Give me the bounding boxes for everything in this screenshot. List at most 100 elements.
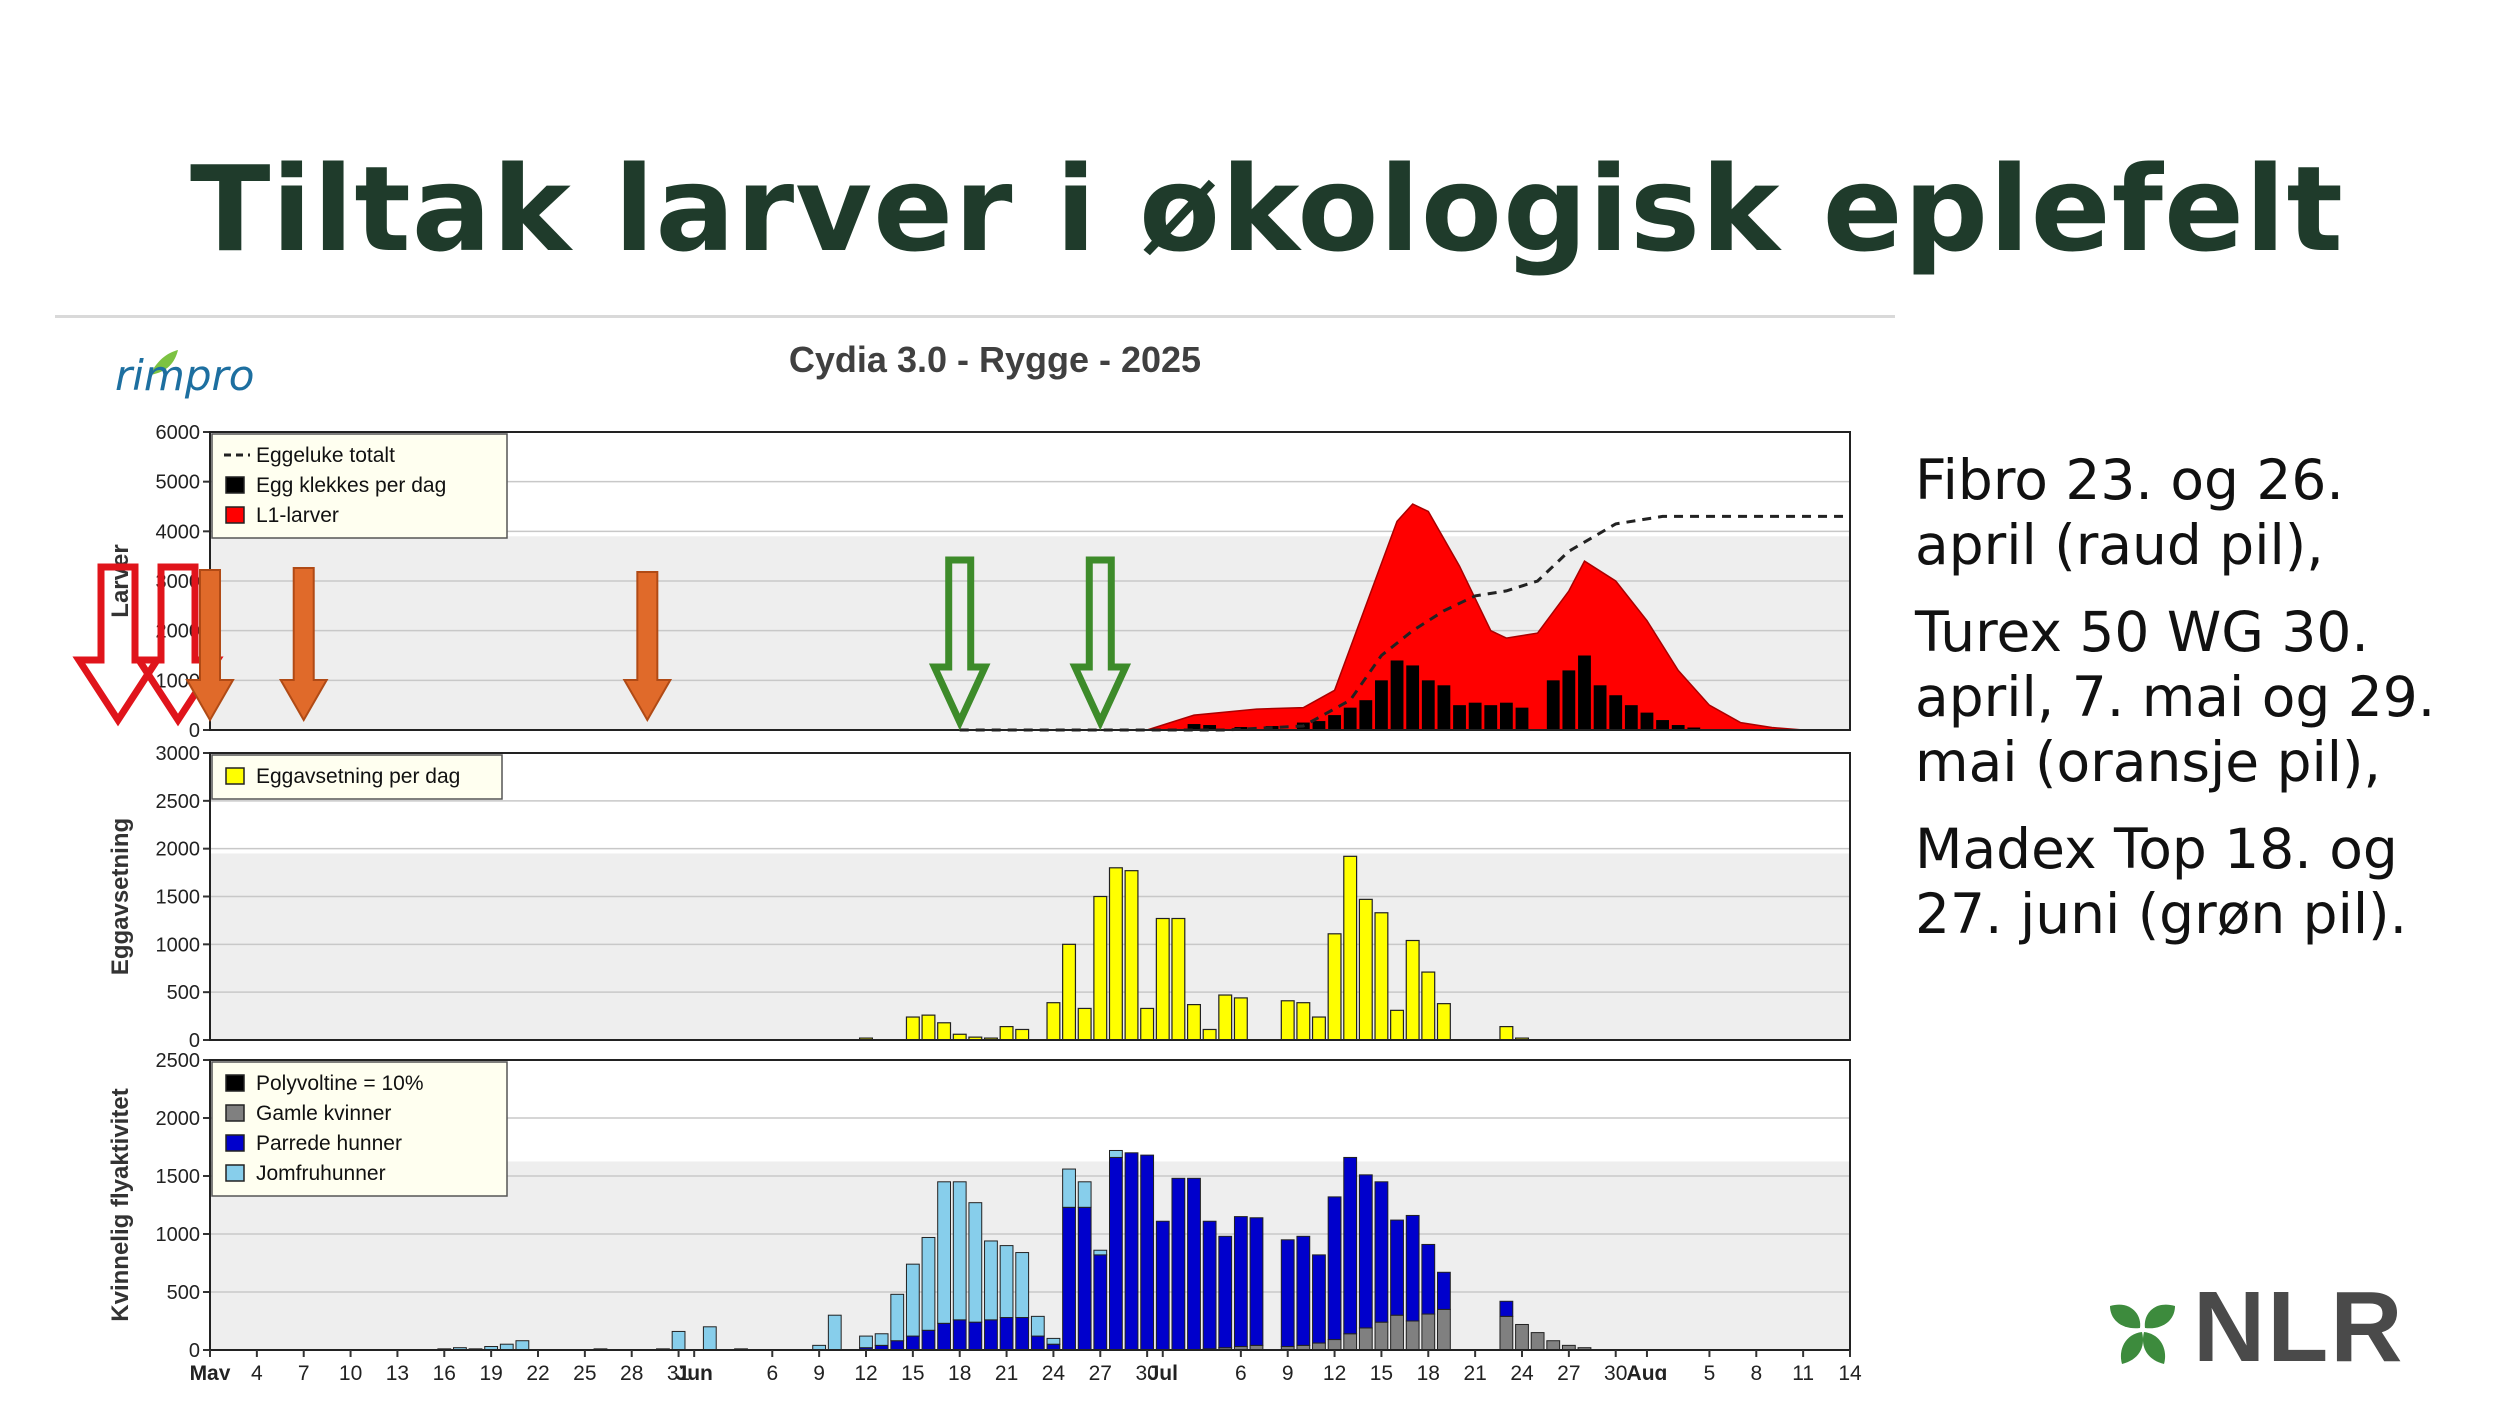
egg-hatch-bar	[1312, 721, 1326, 730]
y-tick-label: 1500	[156, 1166, 201, 1188]
y-tick-label: 5000	[156, 472, 201, 494]
virgin-female-bar	[999, 1245, 1014, 1319]
legend-label: Polyvoltine = 10%	[256, 1072, 424, 1095]
virgin-female-bar	[890, 1293, 905, 1342]
egg-hatch-bar	[1687, 727, 1701, 730]
legend-label: Parrede hunner	[256, 1132, 402, 1155]
mated-female-bar	[1312, 1254, 1326, 1344]
x-tick-label: 24	[1510, 1362, 1534, 1380]
x-tick-label: 12	[1323, 1362, 1346, 1380]
virgin-female-bar	[859, 1335, 873, 1349]
mated-female-bar	[1140, 1154, 1155, 1351]
old-female-bar	[1312, 1342, 1326, 1351]
plot-frame	[209, 752, 1851, 1041]
legend-label: Gamle kvinner	[256, 1102, 391, 1125]
y-tick-label: 4000	[156, 521, 201, 543]
y-tick-label: 3000	[156, 743, 201, 765]
virgin-female-bar	[1109, 1149, 1123, 1158]
y-tick-label: 500	[167, 1282, 200, 1304]
old-female-bar	[1327, 1339, 1342, 1351]
mated-female-bar	[1171, 1177, 1186, 1351]
mated-female-bar	[1109, 1156, 1123, 1351]
egg-hatch-bar	[1640, 712, 1654, 730]
y-tick-label: 2000	[156, 1108, 201, 1130]
legend-swatch	[225, 767, 245, 785]
legend-swatch	[225, 1104, 245, 1122]
egg-laying-bar	[1233, 997, 1248, 1041]
mated-female-bar	[921, 1329, 936, 1351]
mated-female-bar	[1202, 1220, 1217, 1350]
treatment-notes: Fibro 23. og 26. april (raud pil), Turex…	[1915, 448, 2475, 969]
egg-hatch-bar	[1234, 727, 1248, 730]
legend-box	[211, 754, 503, 800]
egg-laying-bar	[1140, 1007, 1155, 1041]
mated-female-bar	[1093, 1254, 1108, 1351]
legend-label: L1-larver	[256, 504, 339, 527]
egg-hatch-bar	[1437, 685, 1451, 730]
legend-label: Eggeluke totalt	[256, 444, 395, 467]
legend-label: Jomfruhunner	[256, 1162, 386, 1185]
x-tick-label: 13	[386, 1362, 409, 1380]
mated-female-bar	[1077, 1206, 1092, 1351]
x-tick-label: 9	[813, 1362, 825, 1380]
egg-laying-bar	[1015, 1028, 1030, 1041]
old-female-bar	[1390, 1314, 1404, 1351]
y-tick-label: 1500	[156, 887, 201, 909]
x-tick-label: 30	[1604, 1362, 1627, 1380]
y-tick-label: 0	[189, 1030, 200, 1052]
legend: Eggavsetning per dag	[211, 754, 503, 800]
virgin-female-bar	[1077, 1181, 1092, 1208]
x-tick-label: Aug	[1627, 1362, 1668, 1380]
egg-laying-bar	[905, 1016, 920, 1041]
panel-female-flight: 0 500 1000 1500 2000 2500 Kvinnelig flyaktivit…	[107, 1050, 1851, 1362]
mated-female-bar	[1343, 1156, 1358, 1335]
mated-female-bar	[1437, 1271, 1451, 1310]
mated-female-bar	[1280, 1239, 1295, 1348]
legend: Polyvoltine = 10% Gamle kvinner Parrede hu…	[211, 1061, 508, 1197]
mated-female-bar	[1327, 1196, 1342, 1341]
egg-hatch-bar	[1421, 680, 1435, 730]
egg-hatch-bar	[1593, 685, 1607, 730]
egg-laying-bar	[1108, 867, 1123, 1041]
old-female-bar	[1437, 1308, 1451, 1351]
virgin-female-bar	[1015, 1252, 1030, 1319]
egg-laying-bar	[1499, 1026, 1514, 1041]
x-tick-label: 30	[1135, 1362, 1158, 1380]
egg-hatch-bar	[1453, 705, 1466, 730]
virgin-female-bar	[905, 1263, 920, 1337]
virgin-female-bar	[874, 1333, 889, 1346]
legend-swatch	[225, 1164, 245, 1182]
mated-female-bar	[1233, 1216, 1248, 1348]
egg-laying-bar	[1186, 1004, 1202, 1041]
egg-laying-bar	[1296, 1002, 1311, 1041]
nlr-leaf-icon	[2110, 1304, 2175, 1364]
x-tick-label: 22	[526, 1362, 549, 1380]
y-tick-label: 500	[167, 982, 200, 1004]
egg-hatch-bar	[1656, 720, 1669, 730]
x-tick-label: May	[190, 1362, 231, 1380]
egg-hatch-total-line	[959, 514, 1850, 732]
egg-hatch-bar	[1468, 702, 1482, 730]
x-tick-label: 6	[1235, 1362, 1247, 1380]
note-fibro: Fibro 23. og 26. april (raud pil),	[1915, 448, 2344, 577]
virgin-female-bar	[671, 1330, 686, 1351]
l1-larvae-area	[959, 503, 1804, 731]
virgin-female-bar	[827, 1314, 842, 1351]
egg-hatch-bar	[1203, 725, 1217, 730]
egg-hatch-bar	[1671, 725, 1685, 730]
x-tick-label: 9	[1282, 1362, 1294, 1380]
x-tick-label: 28	[620, 1362, 643, 1380]
y-axis-label: Larver	[107, 544, 134, 617]
legend: Eggeluke totalt Egg klekkes per dag L1-lar…	[211, 433, 508, 539]
old-female-bar	[1499, 1315, 1514, 1351]
y-tick-label: 1000	[156, 934, 201, 956]
legend-swatch	[225, 1134, 245, 1152]
treatment-arrow-orange	[185, 569, 235, 723]
legend-swatch	[225, 1074, 245, 1092]
rimpro-logo-text: rimpro	[115, 351, 254, 400]
x-tick-label: Jun	[676, 1362, 713, 1380]
old-female-bar	[1374, 1321, 1389, 1351]
egg-laying-bar	[1421, 971, 1436, 1041]
treatment-arrow-green	[928, 556, 991, 731]
x-tick-label: 8	[1750, 1362, 1762, 1380]
